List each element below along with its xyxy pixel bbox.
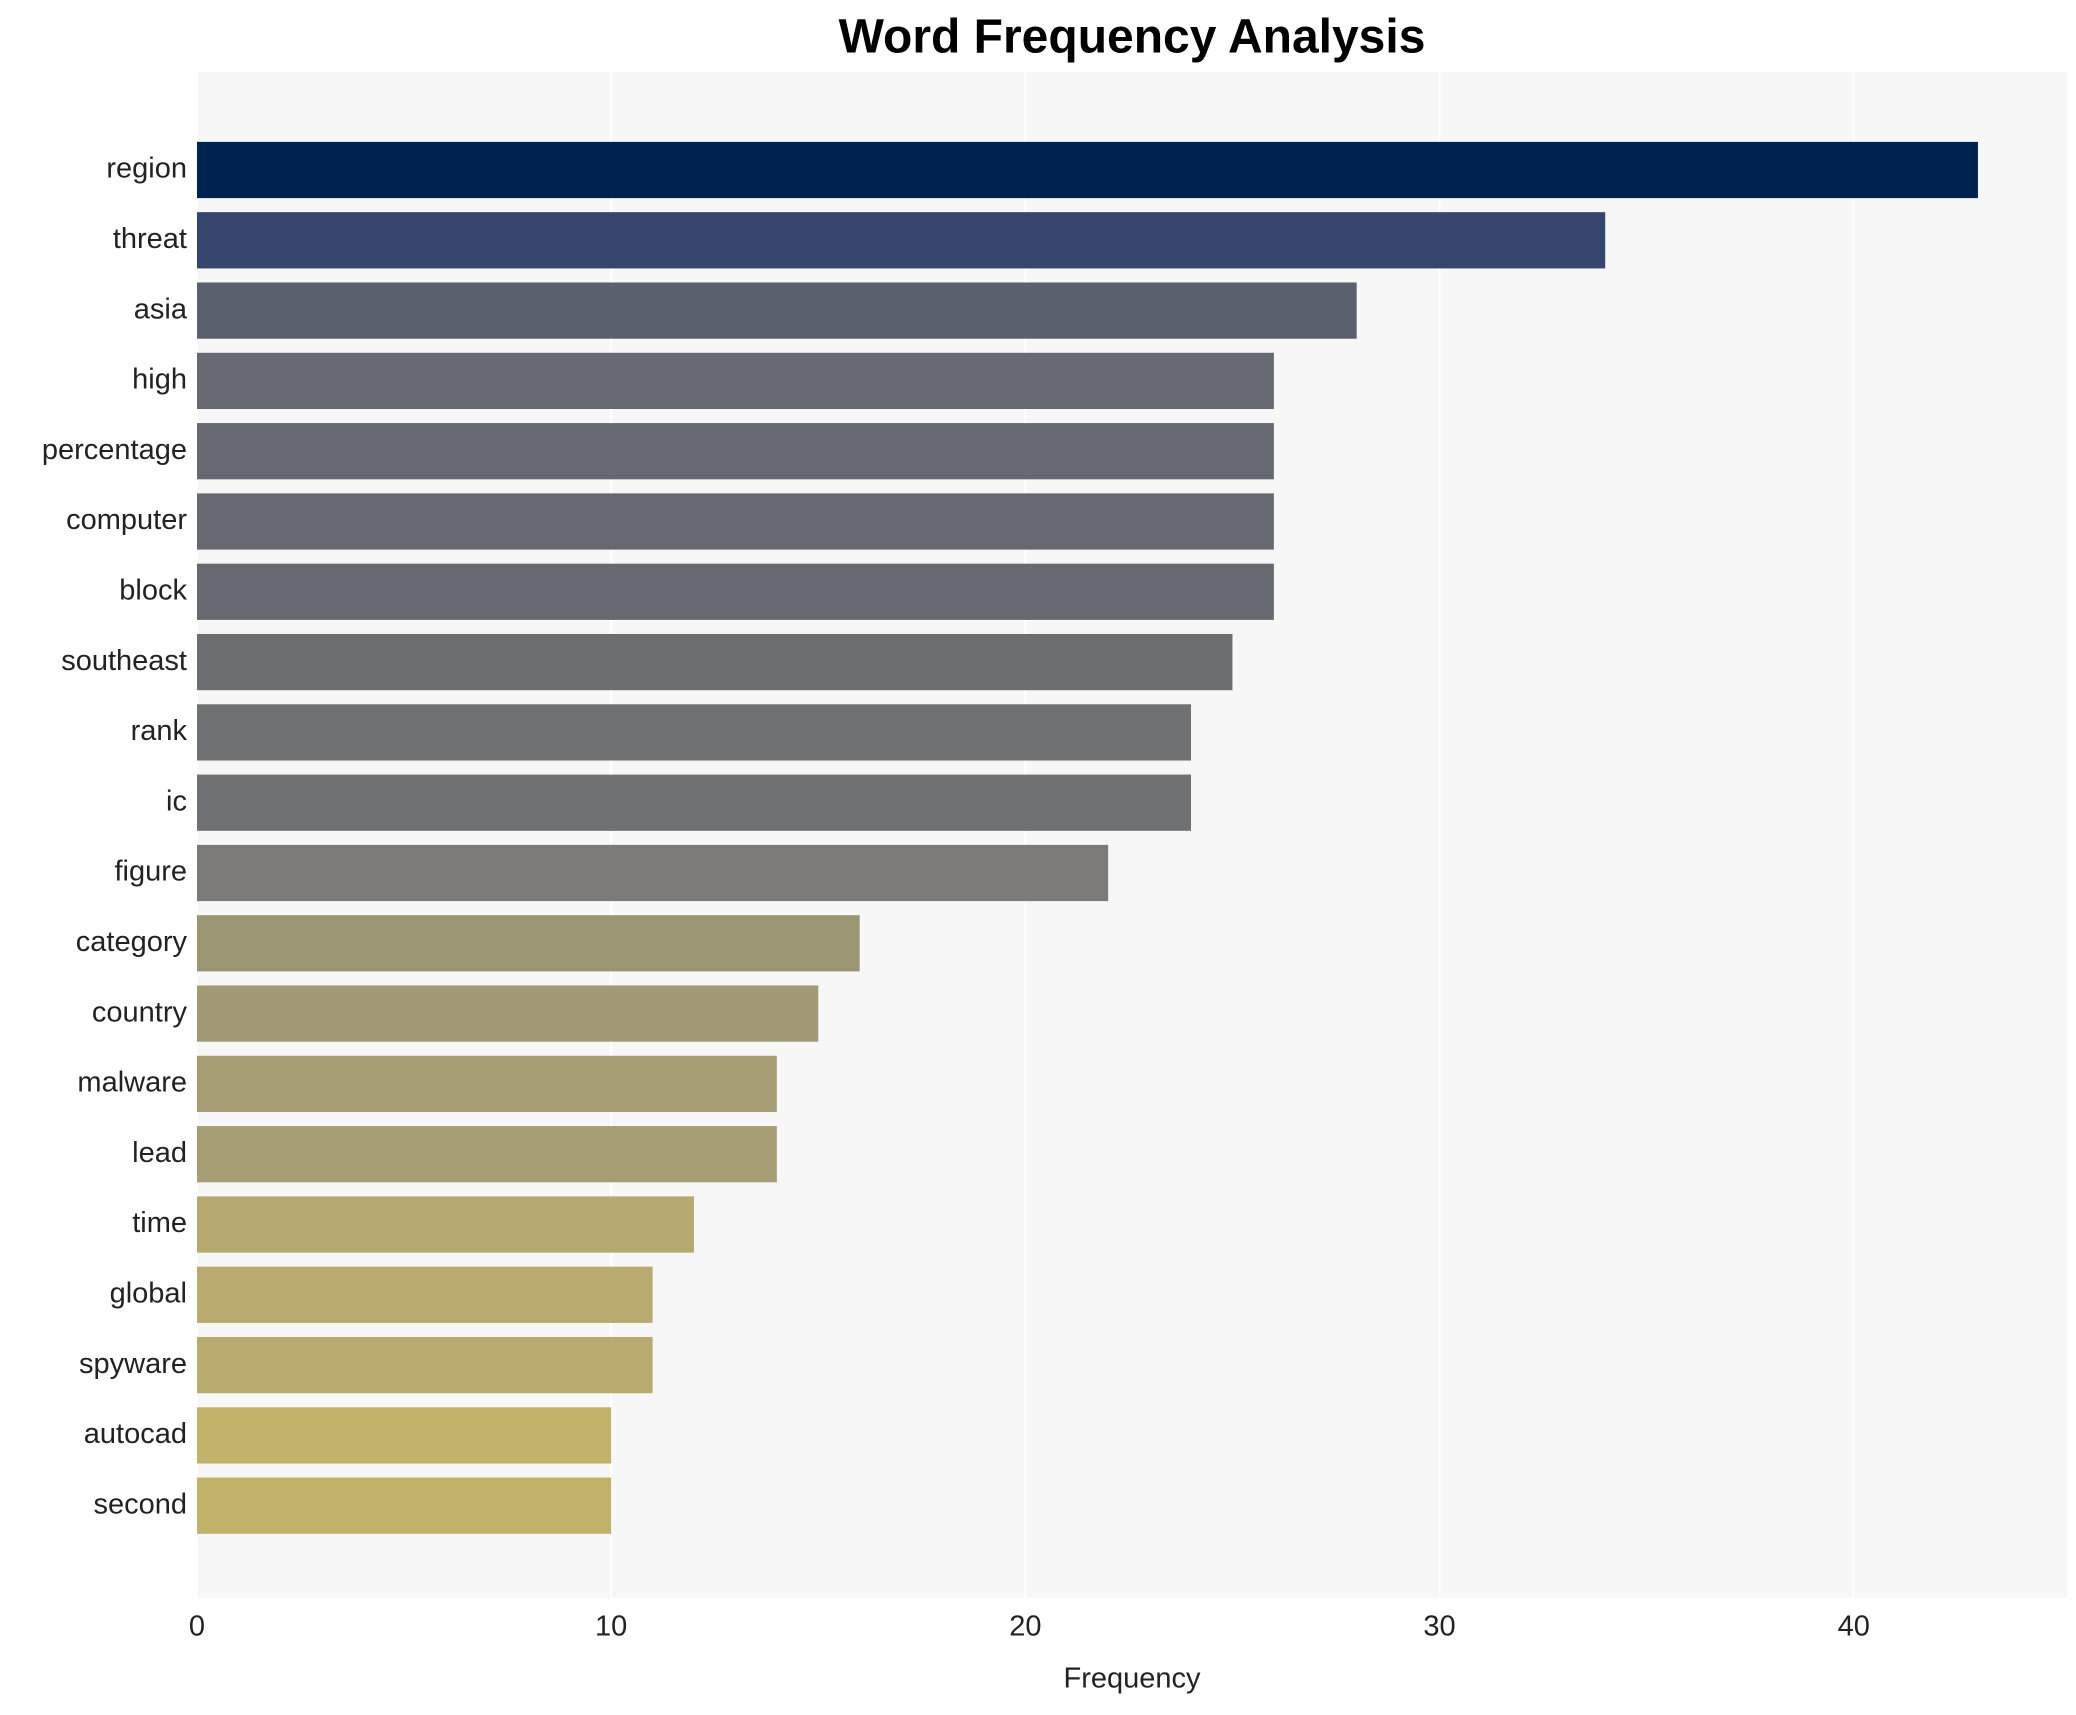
y-tick-label: asia [134, 293, 188, 325]
y-tick-label: threat [113, 223, 187, 255]
y-tick-label: high [132, 364, 187, 396]
y-tick-label: figure [114, 856, 187, 888]
y-tick-label: malware [77, 1067, 187, 1099]
bar [197, 704, 1192, 761]
y-tick-label: category [76, 926, 188, 958]
y-tick-label: rank [131, 715, 188, 747]
bar [197, 282, 1357, 339]
y-tick-label: block [119, 574, 187, 606]
bar [197, 985, 819, 1042]
x-tick-label: 40 [1838, 1611, 1870, 1643]
bar [197, 493, 1274, 550]
y-tick-label: spyware [79, 1348, 187, 1380]
bar [197, 633, 1233, 691]
x-tick-label: 10 [595, 1611, 627, 1643]
y-tick-label: country [92, 996, 188, 1028]
bar [197, 1336, 653, 1394]
x-tick-label: 0 [189, 1611, 205, 1643]
bar [197, 774, 1192, 831]
bar [197, 141, 1978, 199]
bar [197, 1477, 612, 1534]
chart-title: Word Frequency Analysis [839, 11, 1426, 64]
bar [197, 1196, 695, 1253]
bar [197, 1407, 612, 1464]
bar [197, 352, 1274, 410]
y-tick-label: region [106, 153, 187, 185]
bar [197, 1266, 653, 1323]
bar [197, 915, 860, 972]
x-axis-label: Frequency [1063, 1663, 1201, 1695]
bar [197, 423, 1274, 480]
bar [197, 844, 1109, 902]
y-tick-label: percentage [42, 434, 187, 466]
bar [197, 563, 1274, 620]
y-tick-label: autocad [84, 1418, 187, 1450]
bar [197, 212, 1606, 269]
bar [197, 1126, 777, 1183]
y-tick-label: lead [132, 1137, 187, 1169]
x-tick-label: 30 [1423, 1611, 1455, 1643]
bar [197, 1055, 777, 1113]
y-tick-label: second [93, 1488, 187, 1520]
y-tick-label: computer [66, 504, 187, 536]
y-tick-label: ic [166, 785, 187, 817]
y-tick-label: global [110, 1277, 187, 1309]
y-tick-label: time [132, 1207, 187, 1239]
y-tick-label: southeast [61, 645, 187, 677]
x-tick-label: 20 [1009, 1611, 1041, 1643]
